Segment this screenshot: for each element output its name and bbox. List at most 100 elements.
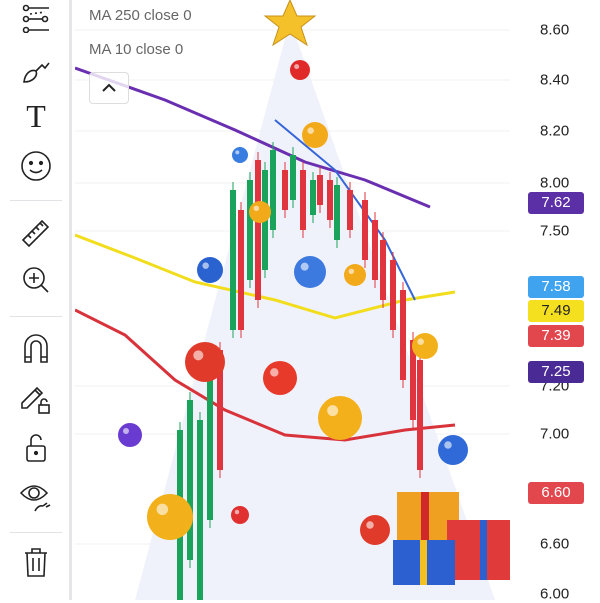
eye-icon[interactable] [18, 478, 54, 514]
ornament-highlight [234, 509, 240, 515]
ornament-highlight [307, 127, 314, 134]
divider [10, 316, 62, 317]
zoom-in-icon[interactable] [18, 262, 54, 298]
candle-body [410, 340, 416, 420]
text-tool-label: T [26, 97, 46, 134]
chart-canvas [75, 0, 510, 600]
gift-ribbon [420, 540, 427, 585]
ornament [412, 333, 438, 359]
axis-tick: 8.20 [540, 122, 570, 140]
emoji-icon[interactable] [18, 148, 54, 184]
chevron-up-icon [102, 83, 116, 92]
price-badge: 7.39 [528, 325, 584, 347]
ornament-highlight [294, 64, 300, 70]
magnet-icon[interactable] [18, 330, 54, 366]
ornament-highlight [193, 350, 204, 361]
tree-glow [135, 20, 495, 600]
axis-tick: 7.50 [540, 222, 570, 240]
candle-body [207, 380, 213, 520]
candle-body [247, 180, 253, 280]
ornament [290, 60, 310, 80]
text-icon[interactable]: T [18, 98, 54, 134]
candle-body [255, 160, 261, 300]
brush-icon[interactable] [18, 52, 54, 88]
ornament-highlight [348, 268, 355, 275]
candle-body [270, 150, 276, 230]
price-badge: 7.58 [528, 276, 584, 298]
ornament [147, 494, 193, 540]
ornament-highlight [235, 150, 240, 155]
candle-body [197, 420, 203, 600]
axis-tick: 6.00 [540, 585, 570, 603]
candle-body [400, 290, 406, 380]
candle-body [334, 185, 340, 240]
axis-tick: 8.40 [540, 71, 570, 89]
ornament [318, 396, 362, 440]
price-badge: 6.60 [528, 482, 584, 504]
candle-body [362, 200, 368, 260]
candle-body [310, 180, 316, 215]
axis-tick: 7.00 [540, 425, 570, 443]
gift-ribbon [480, 520, 487, 580]
ornament-highlight [253, 205, 260, 212]
axis-tick: 6.60 [540, 535, 570, 553]
trash-icon[interactable] [18, 544, 54, 580]
price-axis[interactable]: 8.60 8.40 8.20 8.00 7.50 7.20 7.00 6.60 … [510, 0, 600, 603]
candle-body [217, 350, 223, 470]
price-badge: 7.25 [528, 361, 584, 383]
ornament [360, 515, 390, 545]
lock-drawing-icon[interactable] [18, 380, 54, 416]
ornament [263, 361, 297, 395]
drawing-toolbar: T [0, 0, 72, 600]
collapse-legend-button[interactable] [89, 72, 129, 104]
ornament [232, 147, 248, 163]
ornament [231, 506, 249, 524]
ornament-highlight [300, 262, 309, 271]
candle-body [282, 170, 288, 210]
ornament [302, 122, 328, 148]
price-badge: 7.62 [528, 192, 584, 214]
ornament [344, 264, 366, 286]
candle-body [290, 155, 296, 200]
indicator-settings-icon[interactable] [18, 0, 54, 36]
ornament [118, 423, 142, 447]
ornament [438, 435, 468, 465]
candle-body [390, 260, 396, 330]
candle-body [380, 240, 386, 300]
candle-body [317, 175, 323, 205]
candle-body [372, 220, 378, 280]
candle-body [327, 180, 333, 220]
axis-tick: 8.60 [540, 21, 570, 39]
ornament-highlight [366, 521, 374, 529]
divider [10, 532, 62, 533]
ma-line-purple [75, 66, 431, 209]
ma-line-blue [274, 119, 416, 301]
ornament-highlight [417, 338, 424, 345]
ornament [294, 256, 326, 288]
ornament-highlight [123, 428, 129, 434]
unlock-icon[interactable] [18, 430, 54, 466]
ornament-highlight [270, 368, 279, 377]
ruler-icon[interactable] [18, 214, 54, 250]
legend-ma10: MA 10 close 0 [89, 41, 184, 58]
ornament-highlight [327, 405, 339, 417]
candle-body [417, 360, 423, 470]
price-chart[interactable]: MA 250 close 0 MA 10 close 0 [75, 0, 510, 600]
ma-line-red [75, 308, 456, 442]
gift-ribbon [421, 492, 429, 540]
ornament-highlight [202, 262, 209, 269]
star-icon [263, 0, 317, 47]
legend-ma250: MA 250 close 0 [89, 7, 192, 24]
candle-body [238, 210, 244, 330]
ornament-highlight [444, 441, 452, 449]
gift-box [447, 520, 510, 580]
ornament [197, 257, 223, 283]
divider [10, 200, 62, 201]
candle-body [300, 170, 306, 230]
ornament [249, 201, 271, 223]
candle-body [347, 190, 353, 230]
ornament-highlight [156, 503, 169, 516]
candle-body [187, 400, 193, 560]
price-badge: 7.49 [528, 300, 584, 322]
ornament [185, 342, 225, 382]
